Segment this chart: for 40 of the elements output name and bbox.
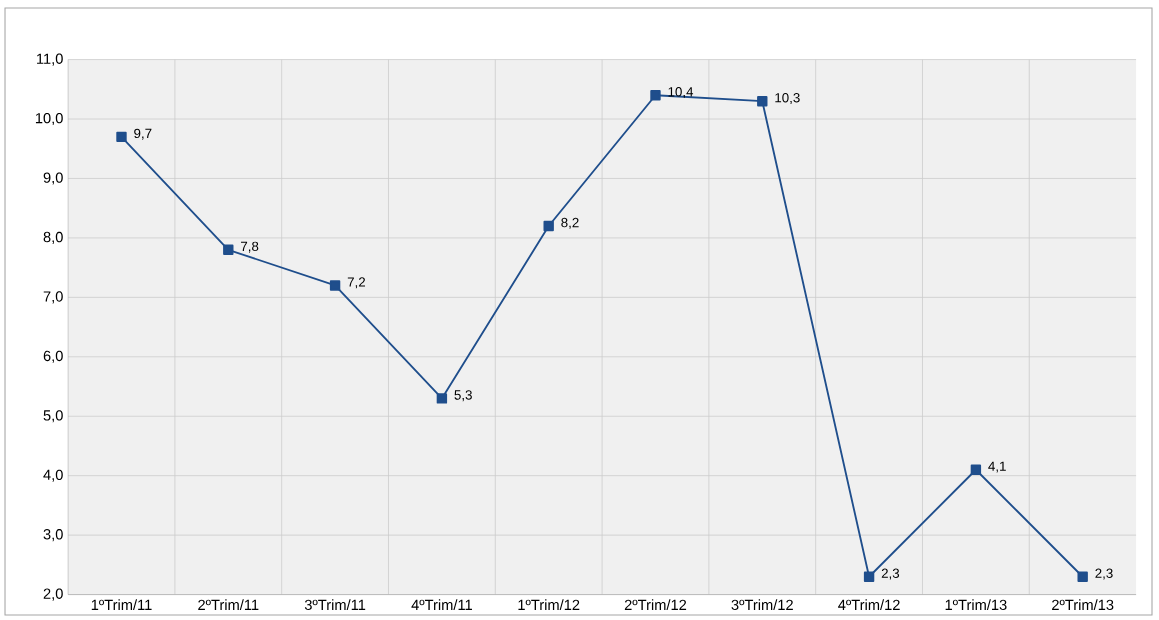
y-tick-label: 6,0: [43, 350, 63, 363]
x-tick-label: 2ºTrim/13: [1052, 599, 1114, 611]
data-label: 10,3: [775, 93, 800, 105]
data-label: 7,8: [241, 241, 259, 253]
point: [650, 90, 661, 101]
x-tick-label: 1ºTrim/12: [518, 599, 580, 611]
x-tick-label: 2ºTrim/12: [624, 599, 687, 611]
x-tick-label: 4ºTrim/12: [838, 599, 900, 611]
x-tick-label: 3ºTrim/11: [304, 599, 366, 611]
data-label: 4,1: [988, 461, 1006, 473]
y-tick-label: 7,0: [43, 291, 63, 304]
point: [1077, 571, 1088, 582]
point: [436, 393, 448, 404]
point: [116, 131, 127, 143]
y-tick-label: 4,0: [43, 469, 63, 482]
data-label: 5,3: [454, 390, 472, 402]
x-tick-label: 3ºTrim/12: [731, 599, 793, 611]
x-tick-label: 2ºTrim/11: [198, 599, 259, 611]
y-tick-label: 8,0: [43, 231, 63, 244]
data-label: 8,2: [561, 217, 579, 229]
y-tick-label: 11,0: [37, 53, 63, 66]
y-tick-label: 5,0: [43, 410, 63, 423]
x-tick-label: 1ºTrim/13: [945, 599, 1007, 611]
data-label: 2,3: [881, 568, 900, 580]
data-label: 2,3: [1095, 568, 1113, 580]
y-tick-label: 9,0: [43, 172, 63, 185]
y-tick-label: 3,0: [43, 529, 63, 542]
data-label: 9,7: [134, 128, 152, 140]
y-tick-label: 10,0: [35, 112, 63, 126]
point: [970, 464, 982, 475]
point: [757, 95, 768, 107]
y-tick-label: 2,0: [43, 588, 63, 601]
point: [223, 244, 234, 255]
data-label: 7,2: [347, 277, 366, 289]
point: [329, 280, 341, 291]
x-tick-label: 1ºTrim/11: [91, 599, 152, 611]
point: [543, 220, 554, 232]
point: [863, 571, 875, 582]
x-tick-label: 4ºTrim/11: [411, 599, 472, 611]
data-label: 10,4: [668, 87, 694, 99]
